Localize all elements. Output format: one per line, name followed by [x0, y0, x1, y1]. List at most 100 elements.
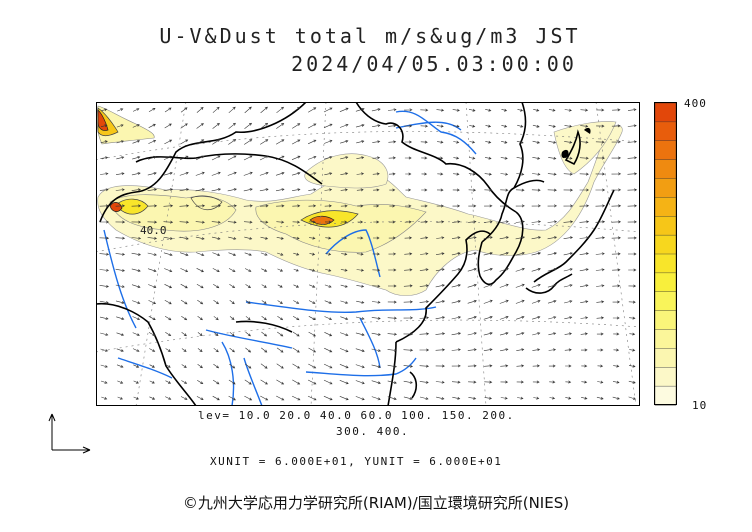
wind-vector [164, 284, 173, 289]
wind-vector [277, 252, 284, 256]
wind-vector [179, 171, 189, 176]
wind-vector [451, 252, 461, 256]
wind-vector [325, 268, 332, 272]
wind-vector [372, 284, 381, 288]
wind-vector [133, 364, 140, 368]
wind-vector [419, 316, 430, 320]
colorbar-cell [654, 140, 677, 161]
wind-vector [435, 364, 445, 368]
wind-vector [115, 252, 126, 256]
wind-vector [499, 332, 509, 336]
wind-vector [388, 236, 396, 240]
wind-vector [147, 220, 158, 224]
wind-vector [484, 380, 493, 384]
wind-vector [211, 188, 222, 192]
wind-vector [181, 364, 187, 368]
wind-vector [403, 348, 414, 352]
wind-vector [115, 172, 125, 176]
wind-vector [611, 220, 622, 224]
wind-vector [579, 204, 590, 208]
wind-vector [580, 316, 589, 320]
wind-vector [484, 396, 493, 400]
wind-vector [147, 188, 158, 192]
wind-vector [387, 316, 397, 320]
wind-vector [131, 268, 141, 272]
wind-vector [179, 252, 189, 257]
wind-vector [501, 108, 508, 112]
wind-vector [468, 188, 477, 192]
wind-vector [596, 108, 605, 112]
wind-vector [500, 348, 509, 352]
wind-vector [197, 315, 203, 321]
wind-vector [435, 380, 445, 384]
wind-vector [259, 188, 269, 192]
wind-vector [435, 348, 446, 352]
wind-vector [532, 316, 541, 320]
wind-vector [516, 332, 525, 336]
wind-vector [309, 252, 316, 256]
wind-vector [324, 347, 333, 353]
wind-vector [468, 172, 476, 176]
wind-vector [612, 268, 621, 272]
wind-vector [292, 204, 301, 208]
colorbar-max-label: 400 [684, 97, 707, 110]
wind-vector [403, 300, 413, 304]
wind-vector [228, 106, 236, 114]
wind-vector [611, 204, 622, 208]
wind-vector [515, 267, 525, 272]
wind-vector [579, 236, 590, 240]
wind-vector [147, 236, 158, 240]
wind-vector [149, 396, 156, 400]
wind-vector [421, 172, 428, 176]
wind-vector [212, 123, 220, 129]
wind-vector [340, 316, 349, 320]
wind-vector [499, 267, 509, 272]
wind-vector [515, 315, 525, 320]
wind-vector [612, 380, 620, 384]
wind-vector [197, 348, 203, 352]
wind-vector [213, 316, 219, 321]
wind-vector [611, 172, 622, 176]
wind-vector [117, 380, 124, 384]
wind-vector [323, 379, 333, 385]
wind-vector [101, 108, 108, 112]
wind-vector [324, 284, 332, 288]
wind-vector [340, 268, 348, 272]
wind-vector [356, 252, 364, 256]
colorbar-cell [654, 385, 677, 406]
wind-vector [405, 172, 412, 176]
wind-vector [308, 331, 316, 337]
wind-vector [148, 316, 156, 320]
wind-vector [371, 316, 381, 320]
wind-vector [628, 364, 636, 368]
wind-vector [547, 220, 558, 224]
wind-vector [483, 220, 493, 224]
wind-vector [355, 107, 365, 112]
wind-vector [547, 204, 558, 208]
wind-vector [228, 379, 236, 385]
wind-vector [419, 380, 429, 384]
wind-vector [228, 236, 237, 240]
wind-vector [163, 188, 174, 192]
wind-vector [499, 283, 509, 288]
wind-vector [499, 236, 509, 240]
wind-vector [100, 124, 108, 128]
wind-vector [453, 140, 460, 144]
wind-vector [131, 172, 141, 176]
wind-vector [293, 284, 300, 288]
wind-vector [436, 108, 445, 112]
wind-vector [356, 188, 364, 192]
wind-vector [499, 299, 509, 304]
wind-vector [485, 124, 492, 128]
wind-vector [627, 108, 637, 112]
wind-vector [164, 315, 172, 321]
wind-vector [419, 268, 429, 272]
wind-vector [229, 284, 236, 289]
wind-vector [420, 220, 429, 224]
wind-vector [387, 108, 397, 112]
wind-vector [467, 364, 477, 368]
wind-vector [195, 204, 206, 208]
contour-label: 40.0 [140, 224, 167, 237]
wind-vector [117, 108, 124, 112]
wind-vector [563, 252, 573, 256]
